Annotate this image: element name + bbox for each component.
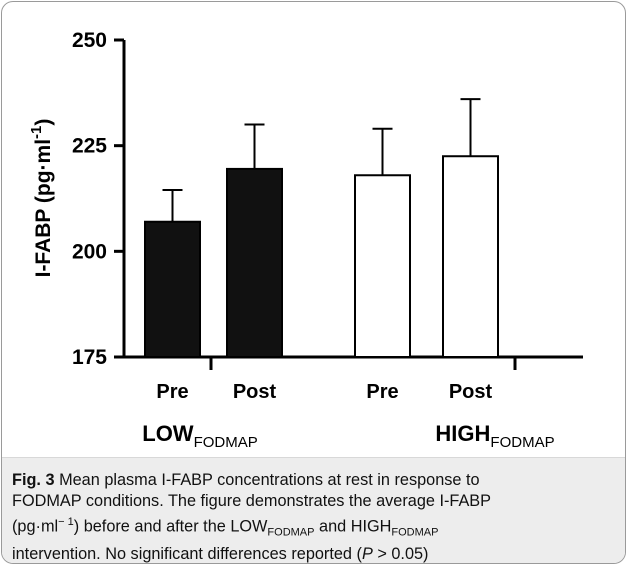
- x-tick-label: Pre: [156, 381, 188, 403]
- y-tick-label: 175: [72, 346, 107, 369]
- group-label: LOWFODMAP: [142, 421, 258, 451]
- y-tick-label: 225: [72, 135, 107, 158]
- figure-number: Fig. 3: [12, 471, 55, 489]
- bars: [144, 98, 499, 358]
- group-label: HIGHFODMAP: [435, 421, 554, 451]
- bar: [442, 155, 499, 358]
- bar: [226, 167, 283, 358]
- y-tick-label: 250: [72, 29, 107, 52]
- group-labels: LOWFODMAP HIGHFODMAP: [142, 421, 554, 451]
- bar-chart: 175 200 225 250 Pre Post Pre Post LOWFODMAP HIG…: [28, 29, 583, 451]
- y-ticks: 175 200 225 250: [72, 29, 124, 369]
- figure-caption-box: Fig. 3 Mean plasma I-FABP concentrations…: [2, 457, 625, 563]
- figure-caption: Fig. 3 Mean plasma I-FABP concentrations…: [12, 471, 492, 563]
- bar: [354, 174, 411, 358]
- x-tick-label: Pre: [366, 381, 398, 403]
- x-tick-label: Post: [449, 381, 493, 403]
- bar: [144, 220, 201, 358]
- x-tick-label: Post: [233, 381, 277, 403]
- y-tick-label: 200: [72, 240, 107, 263]
- y-axis-label: I-FABP (pg·ml-1): [28, 119, 55, 278]
- x-ticks: Pre Post Pre Post: [156, 357, 517, 403]
